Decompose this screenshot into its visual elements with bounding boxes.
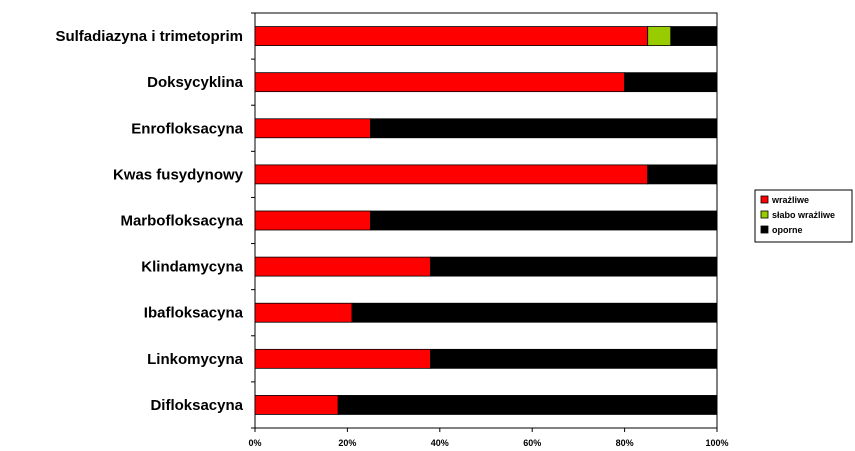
x-tick-label: 0% <box>248 438 261 448</box>
bar-segment-1 <box>254 118 371 139</box>
x-tick-label: 100% <box>705 438 728 448</box>
category-label: Ibafloksacyna <box>144 305 244 322</box>
bar-segment-1 <box>254 348 431 369</box>
bar-segment-3 <box>370 210 718 231</box>
legend-box <box>754 189 853 243</box>
bar-segment-3 <box>337 395 718 415</box>
category-label: Doksycyklina <box>147 74 244 91</box>
plot-area: Sulfadiazyna i trimetoprim Doksycyklina En… <box>55 12 729 448</box>
category-label: Kwas fusydynowy <box>113 166 244 183</box>
bar-segment-1 <box>254 164 649 185</box>
category-label: Linkomycyna <box>147 351 244 368</box>
legend: wrażliwe słabo wrażliwe oporne <box>754 189 853 243</box>
bar-segment-3 <box>624 72 718 93</box>
bar-segment-3 <box>370 118 718 139</box>
x-tick-label: 80% <box>616 438 634 448</box>
bar-segment-1 <box>254 302 353 323</box>
bar-segment-2 <box>647 26 672 46</box>
legend-label: słabo wrażliwe <box>772 210 835 220</box>
bar-segment-1 <box>254 72 626 93</box>
legend-swatch <box>760 225 769 234</box>
category-label: Sulfadiazyna i trimetoprim <box>55 28 243 45</box>
bar-segment-3 <box>351 302 718 323</box>
category-label: Difloksacyna <box>150 397 243 414</box>
bar-segment-1 <box>254 26 649 46</box>
bar-segment-3 <box>430 348 718 369</box>
legend-swatch <box>760 195 769 204</box>
x-tick-label: 20% <box>338 438 356 448</box>
bar-segment-1 <box>254 256 431 277</box>
bar-segment-3 <box>647 164 718 185</box>
bar-segment-1 <box>254 395 339 415</box>
category-label: Enrofloksacyna <box>131 120 243 137</box>
legend-label: oporne <box>772 225 803 235</box>
legend-label: wrażliwe <box>771 195 809 205</box>
bar-segment-3 <box>430 256 718 277</box>
legend-swatch <box>760 210 769 219</box>
category-label: Klindamycyna <box>141 259 243 276</box>
x-tick-label: 40% <box>431 438 449 448</box>
bar-segment-3 <box>670 26 718 46</box>
category-label: Marbofloksacyna <box>120 213 243 230</box>
bar-segment-1 <box>254 210 371 231</box>
x-tick-label: 60% <box>523 438 541 448</box>
